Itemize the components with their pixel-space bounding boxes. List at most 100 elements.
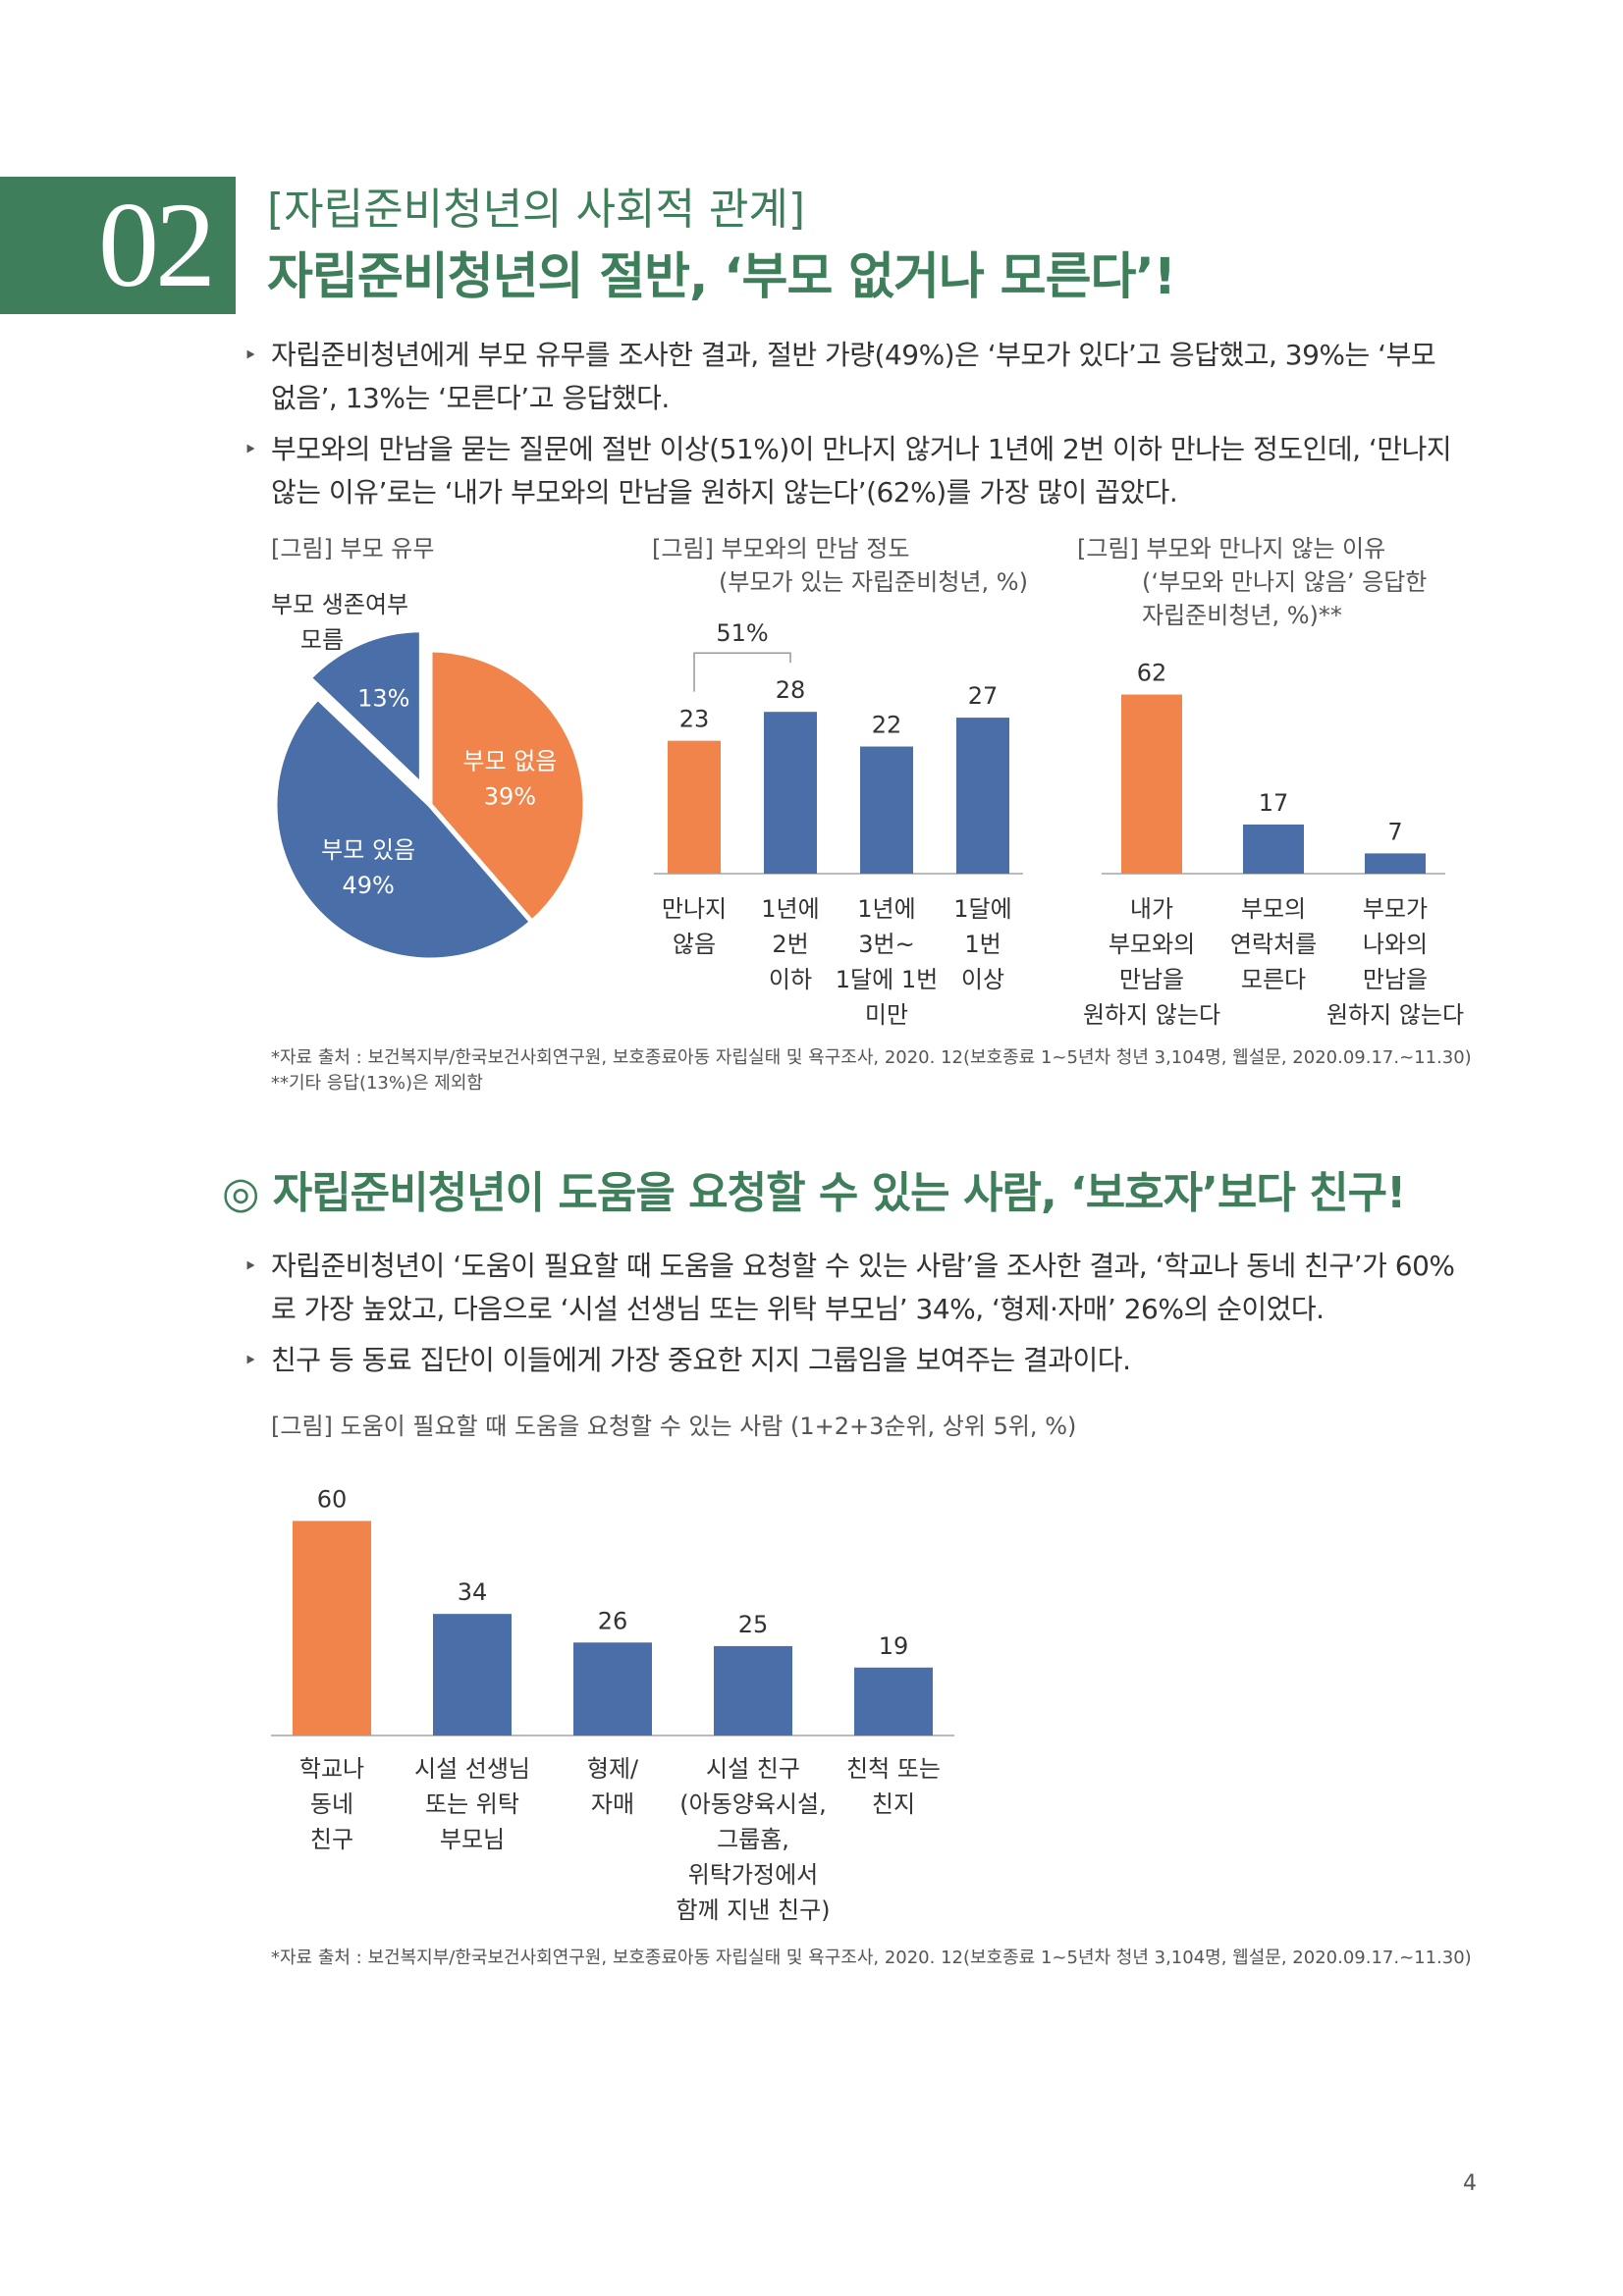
bar-value-label: 23 — [679, 706, 710, 733]
bar-value-label: 22 — [872, 712, 902, 739]
category-label: 친지 — [872, 1790, 915, 1818]
help-figure-title: [그림] 도움이 필요할 때 도움을 요청할 수 있는 사람 (1+2+3순위,… — [271, 1413, 1077, 1440]
pie-slice — [305, 627, 424, 791]
category-label: 부모가 — [1363, 895, 1428, 923]
bar-value-label: 28 — [776, 676, 806, 704]
source-note-1: *자료 출처 : 보건복지부/한국보건사회연구원, 보호종료아동 자립실태 및 … — [271, 1047, 1472, 1068]
bar-value-label: 60 — [317, 1485, 348, 1513]
bullet-marker: ‣ — [243, 436, 258, 463]
bar-value-label: 34 — [458, 1578, 488, 1606]
category-label: 미만 — [865, 1001, 908, 1029]
section-number-block — [0, 177, 236, 314]
category-label: 원하지 않는다 — [1326, 1001, 1464, 1029]
meet-figure-subtitle: (부모가 있는 자립준비청년, %) — [719, 568, 1028, 596]
category-label: 1달에 — [953, 895, 1011, 923]
pie-slice — [272, 694, 536, 963]
pie-value-label: 13% — [357, 685, 409, 713]
section-number: 02 — [98, 178, 216, 312]
category-label: 이상 — [961, 966, 1004, 993]
category-label: 학교나 — [299, 1755, 364, 1783]
meet-figure-title: [그림] 부모와의 만남 정도 — [652, 535, 910, 562]
category-label: 연락처를 — [1230, 931, 1317, 958]
category-label: 부모와의 — [1109, 931, 1195, 958]
category-label: 동네 — [310, 1790, 353, 1818]
category-label: 시설 선생님 — [414, 1755, 530, 1783]
bar — [764, 712, 817, 874]
bar — [860, 746, 913, 874]
pie-slice — [427, 647, 588, 926]
category-label: 만남을 — [1363, 966, 1428, 993]
reason-figure-subtitle-2: 자립준비청년, %)** — [1142, 602, 1342, 629]
bar — [573, 1642, 652, 1735]
category-label: 원하지 않는다 — [1083, 1001, 1220, 1029]
category-label: 부모님 — [440, 1826, 505, 1853]
category-label: 1번 — [964, 931, 1001, 958]
pie-heading: 부모 생존여부 — [271, 591, 408, 618]
pie-unknown-label: 모름 — [300, 626, 344, 654]
bar-value-label: 17 — [1259, 789, 1289, 817]
bullet-marker: ‣ — [243, 1347, 258, 1374]
section2-heading: ◎ 자립준비청년이 도움을 요청할 수 있는 사람, ‘보호자’보다 친구! — [222, 1168, 1406, 1218]
bracket-label: 51% — [716, 619, 768, 647]
pie-category-label: 부모 있음 — [321, 836, 415, 864]
category-label: 부모의 — [1241, 895, 1306, 923]
section-title: 자립준비청년의 절반, ‘부모 없거나 모른다’! — [267, 248, 1176, 306]
category-label: 1년에 — [857, 895, 915, 923]
category-label: 나와의 — [1363, 931, 1428, 958]
category-label: (아동양육시설, — [679, 1790, 826, 1818]
category-label: 만나지 — [662, 895, 727, 923]
category-label: 친척 또는 — [846, 1755, 941, 1783]
bar — [714, 1645, 792, 1735]
category-label: 1달에 1번 — [836, 966, 938, 993]
bar — [1121, 694, 1182, 874]
pie-figure-title: [그림] 부모 유무 — [271, 535, 435, 562]
category-label: 만남을 — [1119, 966, 1184, 993]
category-label: 또는 위탁 — [425, 1790, 519, 1818]
pie-value-label: 49% — [342, 872, 394, 899]
category-label: 시설 친구 — [706, 1755, 800, 1783]
bar — [293, 1521, 371, 1735]
source-note-2: **기타 응답(13%)은 제외함 — [271, 1073, 483, 1094]
pie-category-label: 부모 없음 — [462, 748, 557, 775]
category-label: 2번 — [772, 931, 808, 958]
bar-value-label: 26 — [598, 1607, 628, 1634]
category-label: 친구 — [310, 1826, 353, 1853]
pie-value-label: 39% — [484, 783, 536, 811]
category-label: 3번~ — [858, 931, 914, 958]
section-subtitle: [자립준비청년의 사회적 관계] — [267, 185, 806, 235]
bar — [1243, 824, 1304, 874]
source-note-3: *자료 출처 : 보건복지부/한국보건사회연구원, 보호종료아동 자립실태 및 … — [271, 1948, 1472, 1968]
category-label: 모른다 — [1241, 966, 1306, 993]
bullet-marker: ‣ — [243, 1253, 258, 1280]
bullet-text-3: 자립준비청년이 ‘도움이 필요할 때 도움을 요청할 수 있는 사람’을 조사한… — [271, 1250, 1455, 1325]
bullet-marker: ‣ — [243, 342, 258, 369]
bar-value-label: 27 — [968, 682, 999, 710]
category-label: 내가 — [1130, 895, 1173, 923]
bar-value-label: 19 — [879, 1632, 909, 1660]
bracket-line — [693, 652, 791, 692]
category-label: 않음 — [673, 931, 716, 958]
bar-value-label: 7 — [1387, 818, 1402, 845]
reason-figure-subtitle: (‘부모와 만나지 않음’ 응답한 — [1142, 568, 1428, 596]
bar — [433, 1614, 512, 1735]
bullet-text-4: 친구 등 동료 집단이 이들에게 가장 중요한 지지 그룹임을 보여주는 결과이… — [271, 1344, 1131, 1376]
category-label: 형제/ — [587, 1755, 639, 1783]
category-label: 이하 — [769, 966, 812, 993]
bar — [956, 718, 1009, 874]
bar-value-label: 62 — [1137, 660, 1167, 687]
category-label: 1년에 — [761, 895, 819, 923]
pie-chart: 부모 생존여부 모름 부모 없음 39% 부모 있음 49% 13% — [271, 591, 588, 963]
bullet-text-1: 자립준비청년에게 부모 유무를 조사한 결과, 절반 가량(49%)은 ‘부모가… — [271, 339, 1436, 414]
category-label: 위탁가정에서 — [688, 1861, 818, 1889]
bar — [668, 740, 721, 874]
page-number: 4 — [1463, 2171, 1477, 2196]
category-label: 자매 — [591, 1790, 634, 1818]
reason-figure-title: [그림] 부모와 만나지 않는 이유 — [1077, 535, 1386, 562]
bar-value-label: 25 — [738, 1611, 769, 1638]
bullet-text-2: 부모와의 만남을 묻는 질문에 절반 이상(51%)이 만나지 않거나 1년에 … — [271, 433, 1452, 508]
category-label: 함께 지낸 친구) — [676, 1896, 830, 1924]
category-label: 그룹홈, — [717, 1826, 789, 1853]
